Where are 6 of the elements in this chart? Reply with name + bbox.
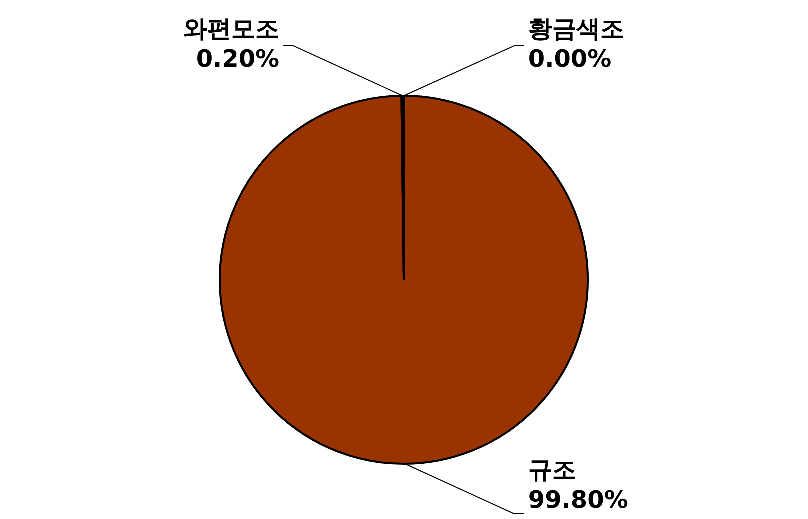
data-label: 99.80%: [528, 486, 628, 514]
slice-label: 와편모조: [184, 15, 280, 44]
category-label: 황금색조: [528, 15, 624, 44]
text: 0.00%: [528, 45, 612, 74]
data-label: 0.20%: [196, 45, 280, 74]
slice-label: 규조: [528, 456, 576, 484]
